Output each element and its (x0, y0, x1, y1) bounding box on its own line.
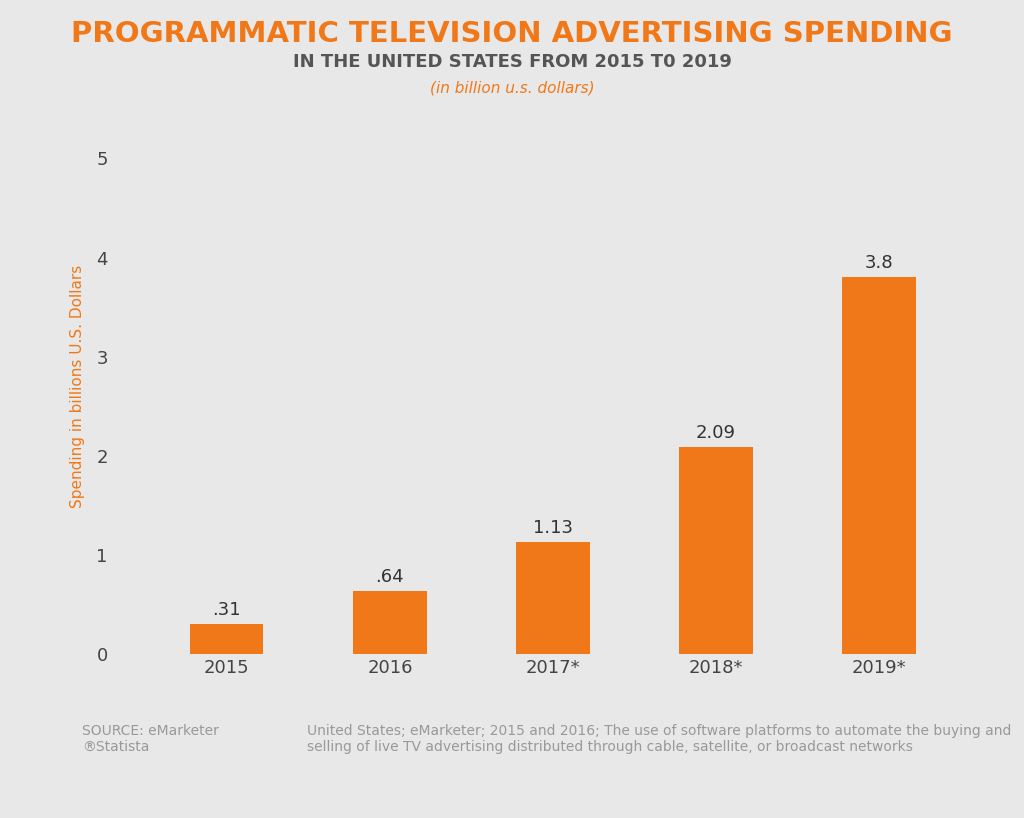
Bar (679, 447, 753, 654)
Bar (516, 542, 590, 654)
Text: SOURCE: eMarketer
®Statista: SOURCE: eMarketer ®Statista (82, 724, 219, 754)
Text: PROGRAMMATIC TELEVISION ADVERTISING SPENDING: PROGRAMMATIC TELEVISION ADVERTISING SPEN… (72, 20, 952, 48)
Text: 1.13: 1.13 (532, 519, 573, 537)
Text: 3.8: 3.8 (865, 254, 893, 272)
Text: United States; eMarketer; 2015 and 2016; The use of software platforms to automa: United States; eMarketer; 2015 and 2016;… (307, 724, 1012, 754)
Text: (in billion u.s. dollars): (in billion u.s. dollars) (430, 80, 594, 95)
Text: .64: .64 (376, 568, 404, 586)
Bar (843, 277, 915, 654)
Text: .31: .31 (213, 600, 241, 618)
Y-axis label: Spending in billions U.S. Dollars: Spending in billions U.S. Dollars (71, 265, 85, 508)
Text: 2.09: 2.09 (696, 424, 736, 442)
Bar (353, 591, 427, 654)
Text: IN THE UNITED STATES FROM 2015 T0 2019: IN THE UNITED STATES FROM 2015 T0 2019 (293, 53, 731, 71)
Bar (190, 623, 263, 654)
